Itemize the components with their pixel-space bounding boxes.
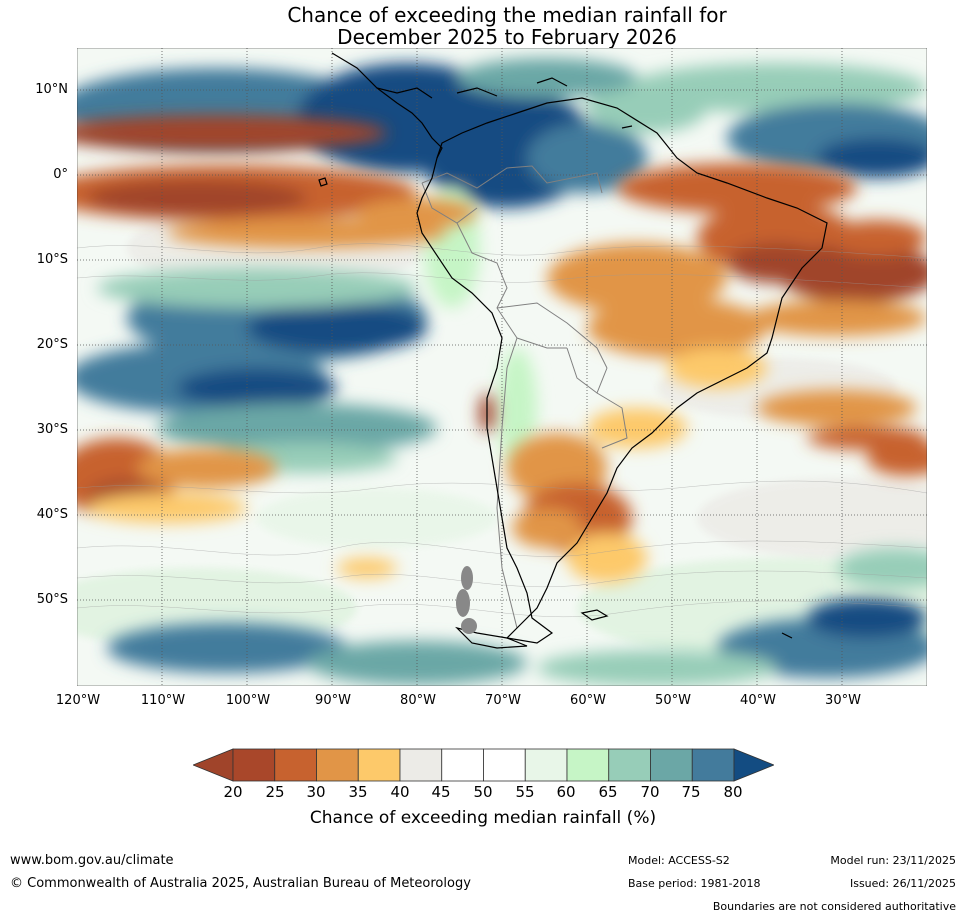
colorbar-tick-35: 35 [348, 783, 368, 801]
colorbar-swatch [566, 748, 610, 782]
graticule [77, 48, 927, 686]
colorbar-swatch [316, 748, 359, 782]
colorbar-swatch [274, 748, 317, 782]
rainfall-map [76, 47, 928, 687]
lon-label-110w: 110°W [140, 693, 186, 708]
country-borders [421, 165, 628, 629]
colorbar-tick-30: 30 [306, 783, 326, 801]
wet-anomaly-regions [77, 58, 927, 686]
colorbar-extend-low [193, 748, 234, 782]
colorbar-swatch [441, 748, 484, 782]
lon-label-30w: 30°W [825, 693, 861, 708]
map-svg [76, 47, 928, 687]
title-line-1: Chance of exceeding the median rainfall … [287, 3, 727, 27]
lon-label-100w: 100°W [225, 693, 271, 708]
lat-label-20s: 20°S [36, 337, 68, 352]
lon-label-120w: 120°W [55, 693, 101, 708]
copyright-text: © Commonwealth of Australia 2025, Austra… [10, 876, 471, 891]
colorbar-tick-25: 25 [265, 783, 285, 801]
colorbar-tick-70: 70 [640, 783, 660, 801]
colorbar-swatch [483, 748, 526, 782]
lon-label-50w: 50°W [655, 693, 691, 708]
website-link[interactable]: www.bom.gov.au/climate [10, 853, 174, 868]
colorbar-tick-75: 75 [681, 783, 701, 801]
lon-label-40w: 40°W [740, 693, 776, 708]
disclaimer-text: Boundaries are not considered authoritat… [712, 900, 956, 913]
base-period: Base period: 1981-2018 [628, 877, 761, 890]
colorbar-swatch [608, 748, 651, 782]
colorbar-tick-40: 40 [390, 783, 410, 801]
chile-fjords [456, 566, 477, 634]
lat-label-50s: 50°S [36, 592, 68, 607]
lat-label-30s: 30°S [36, 422, 68, 437]
colorbar-tick-55: 55 [515, 783, 535, 801]
colorbar-tick-20: 20 [223, 783, 243, 801]
lon-label-90w: 90°W [315, 693, 351, 708]
model-name: Model: ACCESS-S2 [628, 854, 730, 867]
lon-label-60w: 60°W [570, 693, 606, 708]
lat-label-0: 0° [53, 167, 68, 182]
lat-label-10n: 10°N [35, 82, 68, 97]
lon-label-80w: 80°W [400, 693, 436, 708]
colorbar-swatch [524, 748, 568, 782]
model-run-date: Model run: 23/11/2025 [830, 854, 956, 867]
coastlines [318, 52, 828, 649]
colorbar-swatch [399, 748, 443, 782]
colorbar-tick-60: 60 [556, 783, 576, 801]
lon-label-70w: 70°W [485, 693, 521, 708]
colorbar-tick-65: 65 [598, 783, 618, 801]
title-line-2: December 2025 to February 2026 [337, 25, 677, 49]
lat-label-10s: 10°S [36, 252, 68, 267]
chart-title: Chance of exceeding the median rainfall … [0, 4, 965, 48]
colorbar-swatch [650, 748, 693, 782]
colorbar-swatch [357, 748, 401, 782]
colorbar-swatch [691, 748, 735, 782]
colorbar-swatch [232, 748, 276, 782]
colorbar-label: Chance of exceeding median rainfall (%) [309, 808, 657, 828]
colorbar-tick-50: 50 [473, 783, 493, 801]
colorbar-tick-45: 45 [431, 783, 451, 801]
dry-anomaly-regions [77, 115, 927, 583]
colorbar-tick-80: 80 [723, 783, 743, 801]
colorbar-extend-high [733, 748, 774, 782]
lat-label-40s: 40°S [36, 507, 68, 522]
colorbar [193, 748, 774, 782]
issued-date: Issued: 26/11/2025 [849, 877, 956, 890]
contour-lines [77, 243, 927, 618]
